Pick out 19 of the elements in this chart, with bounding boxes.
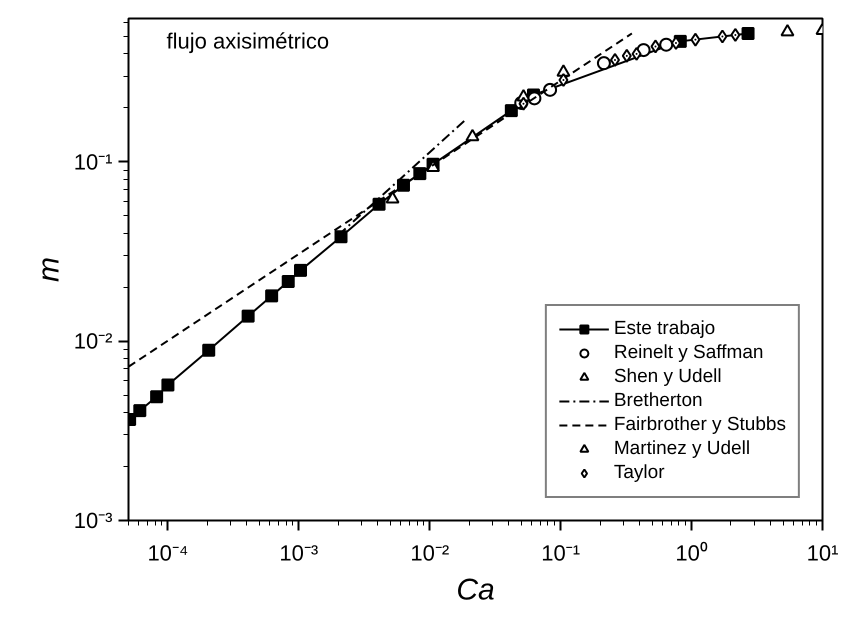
x-tick-label: 10⁻⁴ [147, 540, 188, 566]
y-axis-title: m [32, 256, 66, 282]
legend-label: Reinelt y Saffman [614, 342, 764, 364]
y-tick-label: 10⁻² [74, 328, 112, 354]
x-tick-label: 10⁻³ [279, 540, 318, 566]
legend-label: Shen y Udell [614, 366, 722, 388]
x-tick-label: 10⁻² [410, 540, 450, 566]
y-tick-label: 10⁻³ [74, 508, 112, 533]
legend-label: Taylor [614, 462, 665, 484]
legend-label: Bretherton [614, 390, 703, 412]
x-tick-label: 10¹ [806, 540, 838, 566]
x-axis-title: Ca [456, 574, 495, 606]
legend-label: Este trabajo [614, 318, 716, 340]
legend-label: Fairbrother y Stubbs [614, 414, 786, 436]
x-tick-label: 10⁰ [675, 540, 708, 566]
x-tick-label: 10⁻¹ [541, 540, 580, 566]
legend-label: Martinez y Udell [614, 438, 750, 460]
y-tick-label: 10⁻¹ [74, 149, 112, 174]
annotation: flujo axisimétrico [166, 28, 330, 54]
